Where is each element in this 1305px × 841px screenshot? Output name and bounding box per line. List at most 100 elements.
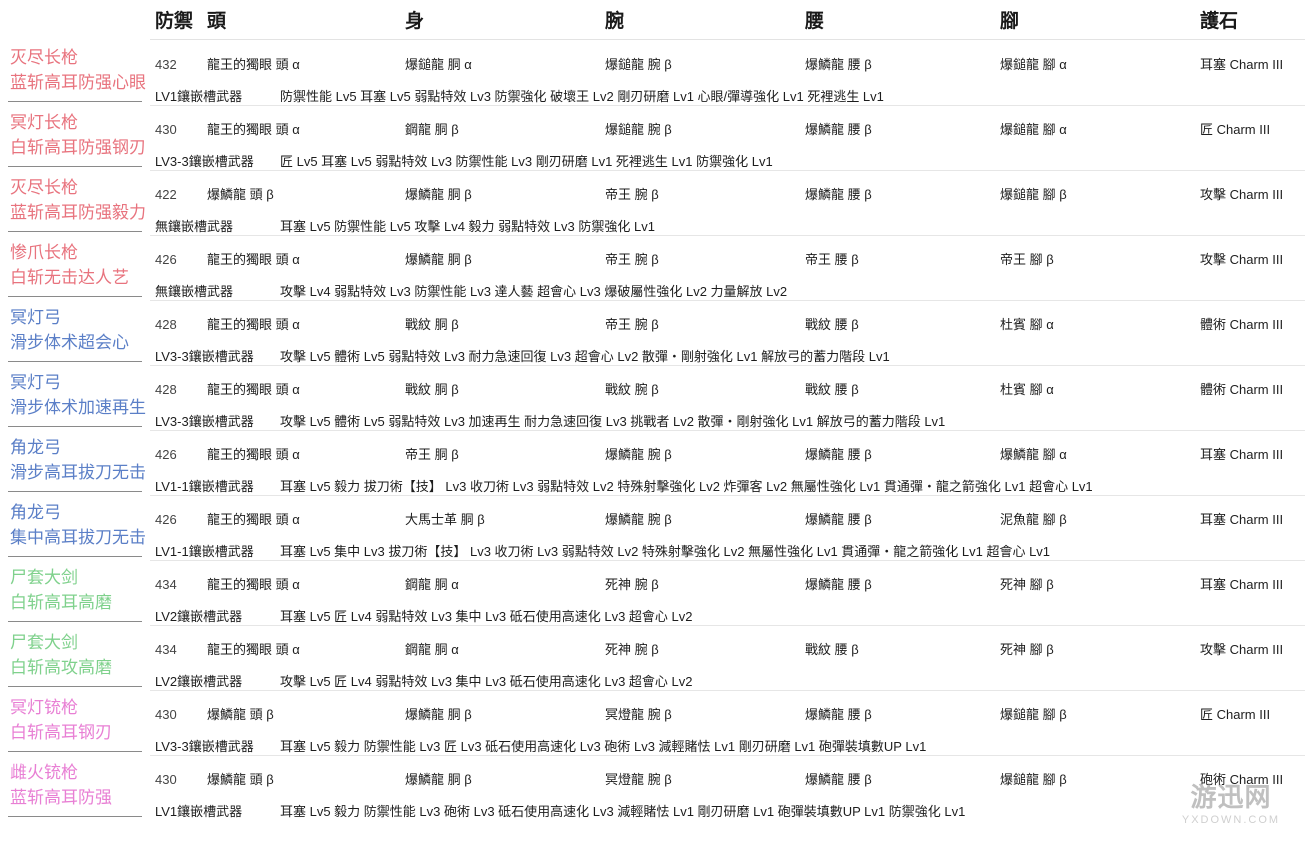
rail-divider bbox=[8, 361, 142, 362]
cell-arms: 爆鎚龍 腕 β bbox=[605, 57, 672, 72]
cell-defense: 426 bbox=[155, 447, 177, 462]
row-divider bbox=[150, 235, 1305, 236]
cell-arms: 冥燈龍 腕 β bbox=[605, 707, 672, 722]
cell-head: 龍王的獨眼 頭 α bbox=[207, 122, 300, 137]
cell-weapon-slot: 無鑲嵌槽武器 bbox=[155, 219, 234, 234]
cell-chest: 戰紋 胴 β bbox=[405, 382, 459, 397]
cell-head: 龍王的獨眼 頭 α bbox=[207, 252, 300, 267]
cell-skill-list: 耳塞 Lv5 集中 Lv3 拔刀術【技】 Lv3 收刀術 Lv3 弱點特效 Lv… bbox=[280, 544, 1051, 559]
cell-skill-list: 耳塞 Lv5 匠 Lv4 弱點特效 Lv3 集中 Lv3 砥石使用高速化 Lv3… bbox=[280, 609, 693, 624]
cell-chest: 鋼龍 胴 β bbox=[405, 122, 459, 137]
cell-weapon-slot: LV1-1鑲嵌槽武器 bbox=[155, 479, 254, 494]
row-divider bbox=[150, 105, 1305, 106]
cell-chest: 爆鱗龍 胴 β bbox=[405, 772, 472, 787]
cell-charm: 匠 Charm III bbox=[1200, 122, 1271, 137]
column-header-legs: 腳 bbox=[1000, 11, 1020, 32]
cell-chest: 鋼龍 胴 α bbox=[405, 577, 459, 592]
build-weapon-name: 冥灯弓 bbox=[10, 373, 61, 392]
cell-arms: 爆鎚龍 腕 β bbox=[605, 122, 672, 137]
cell-chest: 爆鱗龍 胴 β bbox=[405, 187, 472, 202]
cell-head: 爆鱗龍 頭 β bbox=[207, 772, 274, 787]
cell-skill-list: 耳塞 Lv5 毅力 拔刀術【技】 Lv3 收刀術 Lv3 弱點特效 Lv2 特殊… bbox=[280, 479, 1093, 494]
cell-weapon-slot: LV2鑲嵌槽武器 bbox=[155, 609, 243, 624]
column-header-chest: 身 bbox=[405, 11, 425, 32]
cell-waist: 爆鱗龍 腰 β bbox=[805, 707, 872, 722]
cell-defense: 426 bbox=[155, 512, 177, 527]
cell-weapon-slot: LV3-3鑲嵌槽武器 bbox=[155, 414, 254, 429]
cell-legs: 爆鎚龍 腳 β bbox=[1000, 772, 1067, 787]
column-header-head: 頭 bbox=[207, 11, 227, 32]
build-name-cell[interactable]: 冥灯长枪 白斩高耳防强钢刃 bbox=[0, 110, 150, 160]
cell-skill-list: 防禦性能 Lv5 耳塞 Lv5 弱點特效 Lv3 防禦強化 破壞王 Lv2 剛刃… bbox=[280, 89, 884, 104]
build-weapon-name: 雌火铳枪 bbox=[10, 763, 78, 782]
build-name-cell[interactable]: 角龙弓集中高耳拔刀无击 bbox=[0, 500, 150, 550]
cell-skill-list: 攻擊 Lv4 弱點特效 Lv3 防禦性能 Lv3 達人藝 超會心 Lv3 爆破屬… bbox=[280, 284, 788, 299]
build-name-cell[interactable]: 惨爪长枪白斩无击达人艺 bbox=[0, 240, 150, 290]
cell-arms: 死神 腕 β bbox=[605, 577, 659, 592]
build-name-cell[interactable]: 冥灯铳枪 白斩高耳钢刃 bbox=[0, 695, 150, 745]
row-divider bbox=[150, 300, 1305, 301]
build-name-cell[interactable]: 尸套大剑 白斩高耳高磨 bbox=[0, 565, 150, 615]
build-name-cell[interactable]: 冥灯弓 滑步体术加速再生 bbox=[0, 370, 150, 420]
cell-arms: 死神 腕 β bbox=[605, 642, 659, 657]
row-divider bbox=[150, 430, 1305, 431]
cell-legs: 死神 腳 β bbox=[1000, 577, 1054, 592]
rail-divider bbox=[8, 816, 142, 817]
rail-divider bbox=[8, 751, 142, 752]
build-weapon-name: 角龙弓 bbox=[10, 503, 61, 522]
row-divider bbox=[150, 755, 1305, 756]
row-divider bbox=[150, 170, 1305, 171]
cell-chest: 爆鱗龍 胴 β bbox=[405, 252, 472, 267]
build-name-cell[interactable]: 角龙弓 滑步高耳拔刀无击 bbox=[0, 435, 150, 485]
build-weapon-name: 冥灯弓 bbox=[10, 308, 61, 327]
cell-arms: 帝王 腕 β bbox=[605, 187, 659, 202]
cell-waist: 爆鱗龍 腰 β bbox=[805, 122, 872, 137]
table-header-row: 防禦頭 身 腕 腰 腳 護石 bbox=[150, 0, 1305, 40]
cell-waist: 戰紋 腰 β bbox=[805, 382, 859, 397]
rail-divider bbox=[8, 101, 142, 102]
cell-head: 龍王的獨眼 頭 α bbox=[207, 447, 300, 462]
armor-set-table: 防禦頭 身 腕 腰 腳 護石 432 龍王的獨眼 頭 α 爆鎚龍 胴 α 爆鎚龍 腕 β 爆鱗龍 … bbox=[150, 0, 1305, 841]
build-name-cell[interactable]: 雌火铳枪 蓝斩高耳防强 bbox=[0, 760, 150, 810]
column-header-arms: 腕 bbox=[605, 11, 625, 32]
build-skill-summary: 集中高耳拔刀无击 bbox=[10, 528, 146, 547]
build-skill-summary: 白斩无击达人艺 bbox=[10, 268, 129, 287]
cell-head: 爆鱗龍 頭 β bbox=[207, 187, 274, 202]
build-name-cell[interactable]: 灭尽长枪 蓝斩高耳防强毅力 bbox=[0, 175, 150, 225]
cell-defense: 428 bbox=[155, 382, 177, 397]
cell-waist: 爆鱗龍 腰 β bbox=[805, 577, 872, 592]
cell-waist: 帝王 腰 β bbox=[805, 252, 859, 267]
build-skill-summary: 白斩高耳防强钢刃 bbox=[10, 138, 146, 157]
cell-arms: 戰紋 腕 β bbox=[605, 382, 659, 397]
cell-skill-list: 攻擊 Lv5 體術 Lv5 弱點特效 Lv3 加速再生 耐力急速回復 Lv3 挑… bbox=[280, 414, 946, 429]
cell-legs: 杜賓 腳 α bbox=[1000, 317, 1054, 332]
cell-legs: 死神 腳 β bbox=[1000, 642, 1054, 657]
cell-chest: 戰紋 胴 β bbox=[405, 317, 459, 332]
cell-charm: 耳塞 Charm III bbox=[1200, 577, 1284, 592]
build-name-cell[interactable]: 冥灯弓滑步体术超会心 bbox=[0, 305, 150, 355]
cell-legs: 帝王 腳 β bbox=[1000, 252, 1054, 267]
cell-chest: 鋼龍 胴 α bbox=[405, 642, 459, 657]
build-skill-summary: 白斩高耳钢刃 bbox=[10, 723, 112, 742]
build-name-cell[interactable]: 尸套大剑 白斩高攻高磨 bbox=[0, 630, 150, 680]
cell-defense: 432 bbox=[155, 57, 177, 72]
build-name-cell[interactable]: 灭尽长枪 蓝斩高耳防强心眼 bbox=[0, 45, 150, 95]
rail-divider bbox=[8, 491, 142, 492]
cell-head: 龍王的獨眼 頭 α bbox=[207, 642, 300, 657]
build-weapon-name: 尸套大剑 bbox=[10, 633, 78, 652]
cell-legs: 泥魚龍 腳 β bbox=[1000, 512, 1067, 527]
build-weapon-name: 惨爪长枪 bbox=[10, 243, 78, 262]
cell-waist: 爆鱗龍 腰 β bbox=[805, 512, 872, 527]
rail-divider bbox=[8, 686, 142, 687]
rail-divider bbox=[8, 556, 142, 557]
build-skill-summary: 蓝斩高耳防强心眼 bbox=[10, 73, 146, 92]
build-weapon-name: 尸套大剑 bbox=[10, 568, 78, 587]
row-divider bbox=[150, 495, 1305, 496]
cell-skill-list: 攻擊 Lv5 匠 Lv4 弱點特效 Lv3 集中 Lv3 砥石使用高速化 Lv3… bbox=[280, 674, 693, 689]
cell-legs: 爆鱗龍 腳 α bbox=[1000, 447, 1067, 462]
cell-defense: 430 bbox=[155, 707, 177, 722]
cell-charm: 耳塞 Charm III bbox=[1200, 447, 1284, 462]
cell-arms: 帝王 腕 β bbox=[605, 252, 659, 267]
build-skill-summary: 滑步体术超会心 bbox=[10, 333, 129, 352]
